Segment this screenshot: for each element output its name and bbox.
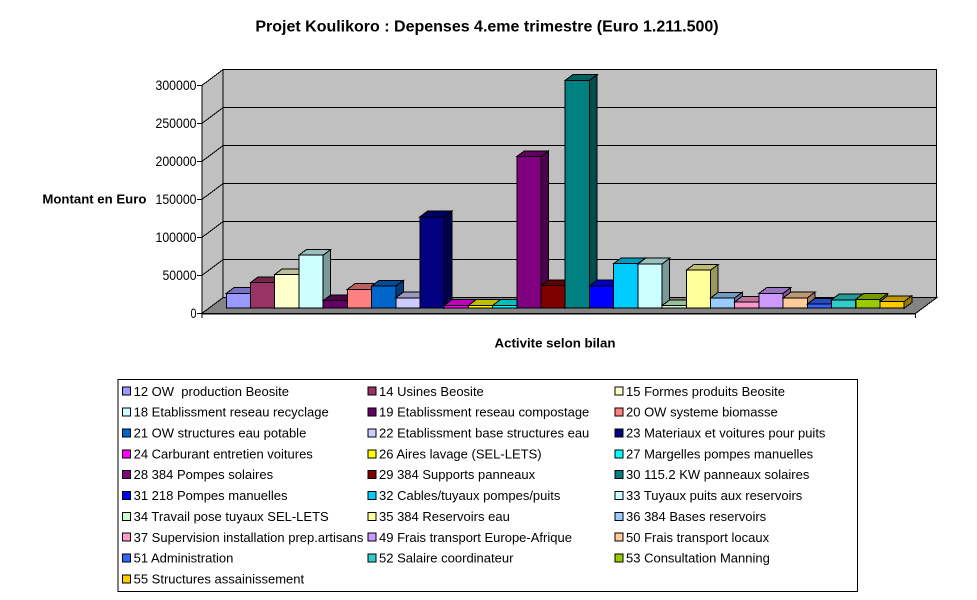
svg-text:53 Consultation Manning: 53 Consultation Manning xyxy=(626,551,770,566)
svg-text:200000: 200000 xyxy=(156,153,197,169)
svg-text:24 Carburant entretien voiture: 24 Carburant entretien voitures xyxy=(134,446,314,461)
svg-text:31 218 Pompes manuelles: 31 218 Pompes manuelles xyxy=(134,488,288,503)
svg-text:100000: 100000 xyxy=(156,229,197,245)
svg-text:36 384 Bases reservoirs: 36 384 Bases reservoirs xyxy=(626,509,767,524)
svg-text:300000: 300000 xyxy=(156,77,197,93)
svg-text:50 Frais transport locaux: 50 Frais transport locaux xyxy=(626,530,770,545)
svg-text:Activite selon bilan: Activite selon bilan xyxy=(495,336,616,351)
svg-text:32 Cables/tuyaux pompes/puits: 32 Cables/tuyaux pompes/puits xyxy=(379,488,561,503)
svg-text:33 Tuyaux puits aux reservoirs: 33 Tuyaux puits aux reservoirs xyxy=(626,488,803,503)
svg-text:21 OW structures eau potable: 21 OW structures eau potable xyxy=(134,426,307,441)
svg-text:52 Salaire coordinateur: 52 Salaire coordinateur xyxy=(379,551,514,566)
svg-text:37 Supervision installation pr: 37 Supervision installation prep.artisan… xyxy=(134,530,364,545)
svg-text:0: 0 xyxy=(191,305,197,321)
svg-text:250000: 250000 xyxy=(156,115,197,131)
svg-text:18 Etablissment reseau recycla: 18 Etablissment reseau recyclage xyxy=(134,405,329,420)
svg-text:26 Aires lavage (SEL-LETS): 26 Aires lavage (SEL-LETS) xyxy=(379,446,542,461)
svg-text:34 Travail pose tuyaux SEL-LET: 34 Travail pose tuyaux SEL-LETS xyxy=(134,509,329,524)
svg-text:150000: 150000 xyxy=(156,191,197,207)
svg-text:35 384 Reservoirs eau: 35 384 Reservoirs eau xyxy=(379,509,510,524)
svg-text:19 Etablissment reseau compost: 19 Etablissment reseau compostage xyxy=(379,405,589,420)
svg-text:50000: 50000 xyxy=(163,267,197,283)
svg-text:14 Usines Beosite: 14 Usines Beosite xyxy=(379,384,484,399)
svg-text:12 OW production Beosite: 12 OW production Beosite xyxy=(134,384,289,399)
svg-text:28 384 Pompes solaires: 28 384 Pompes solaires xyxy=(134,467,274,482)
svg-text:20 OW systeme biomasse: 20 OW systeme biomasse xyxy=(626,405,778,420)
svg-text:15 Formes produits Beosite: 15 Formes produits Beosite xyxy=(626,384,785,399)
svg-text:51 Administration: 51 Administration xyxy=(134,551,234,566)
svg-text:55 Structures assainissement: 55 Structures assainissement xyxy=(134,572,305,587)
svg-text:30 115.2 KW panneaux solaires: 30 115.2 KW panneaux solaires xyxy=(626,467,810,482)
svg-text:Projet Koulikoro : Depenses 4.: Projet Koulikoro : Depenses 4.eme trimes… xyxy=(255,19,718,36)
svg-text:22 Etablissment base structure: 22 Etablissment base structures eau xyxy=(379,426,589,441)
svg-text:49 Frais transport Europe-Afri: 49 Frais transport Europe-Afrique xyxy=(379,530,572,545)
svg-text:23 Materiaux et voitures pour: 23 Materiaux et voitures pour puits xyxy=(626,426,826,441)
svg-text:27 Margelles pompes manuelles: 27 Margelles pompes manuelles xyxy=(626,446,814,461)
svg-text:29 384 Supports panneaux: 29 384 Supports panneaux xyxy=(379,467,536,482)
svg-text:Montant en Euro: Montant en Euro xyxy=(42,192,146,207)
